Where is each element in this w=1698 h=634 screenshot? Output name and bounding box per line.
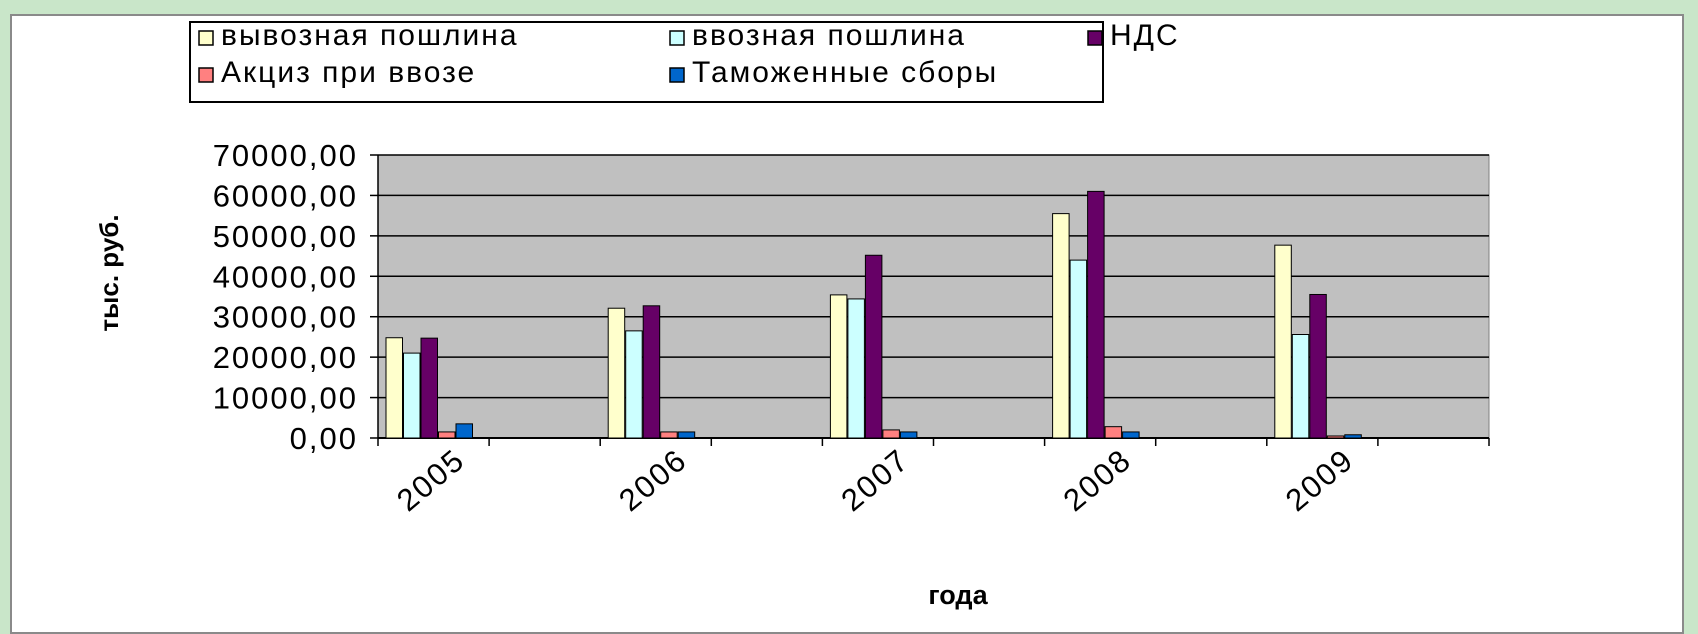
y-tick-label: 30000,00 — [213, 300, 358, 335]
bar-2006-series-3 — [642, 305, 661, 439]
bar-2005-series-1 — [385, 337, 403, 439]
y-tick-label: 40000,00 — [213, 259, 358, 294]
bar-2006-series-4 — [660, 431, 678, 439]
bar-2009-series-4 — [1326, 435, 1345, 439]
legend-label: ввозная пошлина — [692, 19, 966, 52]
bar-2005-series-5 — [455, 423, 473, 439]
legend-label: НДС — [1110, 19, 1180, 52]
bar-2009-series-1 — [1274, 244, 1292, 439]
x-tick-label: 2006 — [612, 442, 693, 518]
x-tick-label: 2007 — [834, 442, 915, 518]
bar-2009-series-2 — [1291, 334, 1310, 439]
legend-swatch — [669, 67, 685, 83]
legend-swatch — [198, 67, 214, 83]
y-tick-label: 60000,00 — [213, 178, 358, 213]
legend-label: Таможенные сборы — [692, 56, 998, 89]
x-tick-label: 2009 — [1279, 442, 1360, 518]
background-strip — [0, 0, 1698, 14]
y-tick-label: 70000,00 — [213, 138, 358, 173]
bar-2008-series-1 — [1052, 213, 1070, 439]
bar-2006-series-1 — [607, 307, 626, 439]
bar-2005-series-3 — [420, 337, 438, 439]
legend-swatch — [198, 30, 214, 46]
legend-swatch — [669, 30, 685, 46]
x-tick-label: 2005 — [390, 442, 471, 518]
y-tick-label: 50000,00 — [213, 219, 358, 254]
bar-2007-series-4 — [882, 429, 900, 439]
plot-area: 0,00 10000,00 20000,00 30000,00 40000,00 5000… — [213, 138, 1490, 518]
bar-2008-series-2 — [1069, 259, 1088, 439]
bar-2006-series-2 — [625, 330, 643, 439]
bar-2005-series-2 — [403, 352, 421, 439]
legend-label: Акциз при ввозе — [221, 56, 476, 89]
legend: вывозная пошлина ввозная пошлина НДС Акциз … — [189, 19, 1180, 103]
bar-2008-series-5 — [1122, 431, 1140, 439]
legend-box — [189, 21, 1104, 103]
legend-label: вывозная пошлина — [221, 19, 519, 52]
bar-2007-series-1 — [829, 294, 848, 439]
bar-2007-series-2 — [847, 298, 865, 439]
bar-2006-series-5 — [677, 431, 696, 439]
legend-swatch — [1087, 30, 1103, 46]
bar-2005-series-4 — [438, 431, 456, 439]
bar-2009-series-5 — [1344, 434, 1362, 439]
y-tick-label: 20000,00 — [213, 340, 358, 375]
bar-2007-series-5 — [899, 431, 918, 439]
y-tick-label: 0,00 — [290, 421, 358, 456]
x-axis-label: года — [928, 580, 988, 610]
y-axis-label: тыс. руб. — [94, 214, 124, 331]
y-tick-label: 10000,00 — [213, 381, 358, 416]
bar-2009-series-3 — [1309, 293, 1327, 439]
x-tick-label: 2008 — [1057, 442, 1138, 518]
bar-2008-series-3 — [1087, 190, 1105, 439]
bar-2007-series-3 — [864, 254, 883, 439]
bar-2008-series-4 — [1104, 426, 1123, 439]
